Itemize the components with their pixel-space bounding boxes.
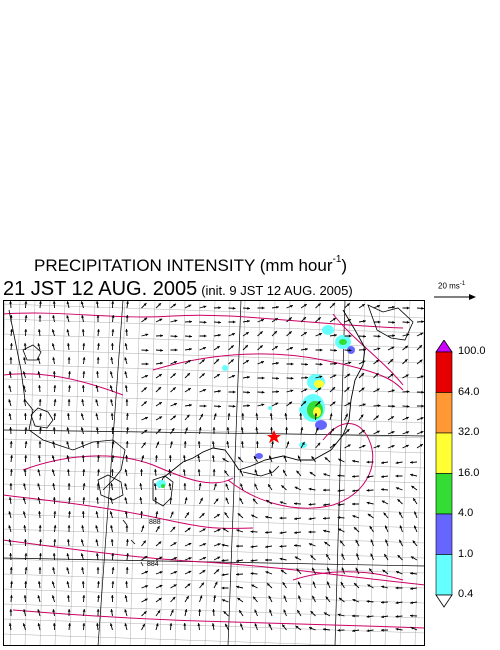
contour-labels: 888 884 — [147, 519, 161, 568]
colorbar-label: 4.0 — [458, 507, 474, 519]
map-frame — [3, 300, 425, 646]
title: PRECIPITATION INTENSITY (mm hour-1) — [34, 254, 348, 276]
reference-vector-label: 20 ms-1 — [438, 281, 465, 291]
colorbar-segment — [435, 432, 453, 474]
colorbar-label: 100.0 — [458, 345, 486, 357]
contour-label-884: 884 — [147, 561, 159, 568]
colorbar-label: 0.4 — [458, 588, 474, 600]
title-unit-exponent: -1 — [332, 254, 342, 265]
reference-vector-exponent: -1 — [459, 281, 466, 287]
valid-time: 21 JST 12 AUG. 2005 — [3, 278, 198, 300]
colorbar-segment — [435, 473, 453, 515]
precipitation-map: 888 884 — [3, 300, 425, 646]
colorbar-label: 1.0 — [458, 547, 474, 560]
reference-vector-arrow-icon — [434, 294, 476, 300]
colorbar-label: 16.0 — [458, 466, 480, 479]
title-text: PRECIPITATION INTENSITY (mm hour — [34, 256, 333, 275]
init-time: (init. 9 JST 12 AUG. 2005) — [201, 283, 353, 298]
colorbar-label: 32.0 — [458, 426, 480, 438]
datetime-line: 21 JST 12 AUG. 2005 (init. 9 JST 12 AUG. … — [3, 278, 353, 301]
colorbar-bottom-triangle — [435, 594, 453, 608]
wind-vectors — [8, 300, 425, 633]
colorbar-segment — [435, 392, 453, 434]
colorbar — [435, 340, 453, 608]
contour-label-888: 888 — [149, 519, 161, 526]
colorbar-segment — [435, 554, 453, 596]
colorbar-top-triangle — [435, 340, 453, 353]
pressure-contours — [3, 312, 425, 629]
colorbar-segment — [435, 351, 453, 393]
colorbar-label: 64.0 — [458, 385, 480, 398]
title-close: ) — [341, 256, 348, 275]
colorbar-segment — [435, 513, 453, 555]
star-marker-icon — [267, 430, 281, 443]
reference-vector-text: 20 ms — [438, 281, 460, 291]
